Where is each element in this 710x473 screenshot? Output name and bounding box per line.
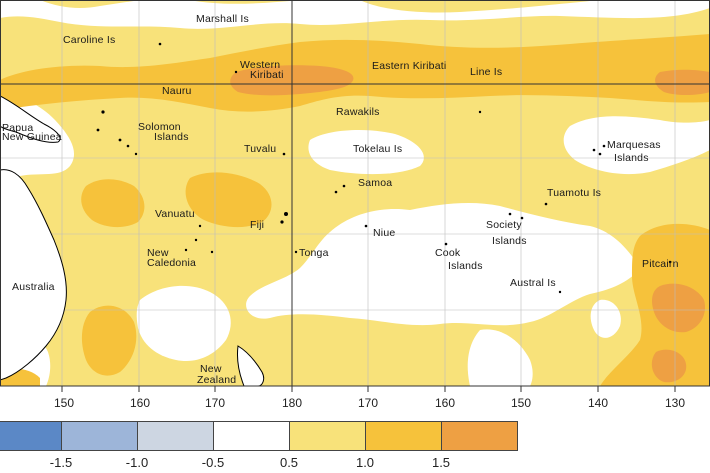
label-pitcairn: Pitcairn [642,258,679,270]
label-tonga: Tonga [299,247,329,259]
australia-land [0,169,67,381]
label-society-islands-2: Islands [492,235,527,247]
label-western-kiribati-2: Kiribati [250,69,284,81]
legend-label: 0.5 [279,455,299,470]
legend-swatch [289,421,366,451]
legend-swatch [61,421,138,451]
label-cook-islands-2: Islands [448,260,483,272]
longitude-tick-label: 150 [510,396,532,410]
landmasses [0,95,265,386]
longitude-tick-label: 170 [357,396,379,410]
label-marshall-is: Marshall Is [196,13,249,25]
label-tuvalu: Tuvalu [244,143,277,155]
longitude-tick-label: 170 [204,396,226,410]
label-new-zealand-2: Zealand [197,374,237,386]
legend-label: -1.0 [125,455,149,470]
legend-swatch [441,421,518,451]
label-eastern-kiribati: Eastern Kiribati [372,60,447,72]
label-austral-is: Austral Is [510,277,556,289]
label-new-zealand-1: New [200,363,222,375]
label-samoa: Samoa [358,177,393,189]
label-solomon-islands-1: Solomon [138,121,181,133]
label-tuamotu-is: Tuamotu Is [547,187,602,199]
legend-swatch [137,421,214,451]
label-cook-islands-1: Cook [435,247,461,259]
longitude-tick-label: 160 [129,396,151,410]
label-nauru: Nauru [162,85,192,97]
new-zealand-land [237,345,265,386]
longitude-tick-label: 140 [587,396,609,410]
label-solomon-islands-2: Islands [154,131,189,143]
label-line-is: Line Is [470,66,503,78]
new-guinea-land [0,95,61,143]
graticule [0,0,710,386]
legend-label: 1.5 [431,455,451,470]
label-new-caledonia-2: Caledonia [147,257,197,269]
legend-label: -0.5 [201,455,225,470]
label-society-islands-1: Society [486,219,522,231]
longitude-tick-label: 130 [664,396,686,410]
moderate-anomaly-regions [0,34,710,386]
small-islands [96,42,672,294]
label-niue: Niue [373,227,396,239]
label-new-caledonia-1: New [147,247,169,259]
label-vanuatu: Vanuatu [155,208,195,220]
label-papua-new-guinea-2: New Guinea [2,131,62,143]
label-western-kiribati-1: Western [240,59,281,71]
label-phoenix-is: Rawakils [336,106,380,118]
longitude-tick-label: 160 [434,396,456,410]
longitude-tick-marks [61,386,676,392]
label-australia: Australia [12,281,55,293]
legend-swatch [213,421,290,451]
legend-swatch [365,421,442,451]
label-tokelau-is: Tokelau Is [353,143,403,155]
label-fiji: Fiji [250,219,265,231]
legend-swatch [0,421,62,451]
longitude-tick-label: 180 [281,396,303,410]
legend-label: 1.0 [355,455,375,470]
legend-label: -1.5 [49,455,73,470]
label-marquesas-2: Islands [614,152,649,164]
longitude-tick-label: 150 [53,396,75,410]
label-marquesas-1: Marquesas [607,139,661,151]
label-caroline-is: Caroline Is [63,34,116,46]
label-papua-new-guinea-1: Papua [2,122,34,134]
